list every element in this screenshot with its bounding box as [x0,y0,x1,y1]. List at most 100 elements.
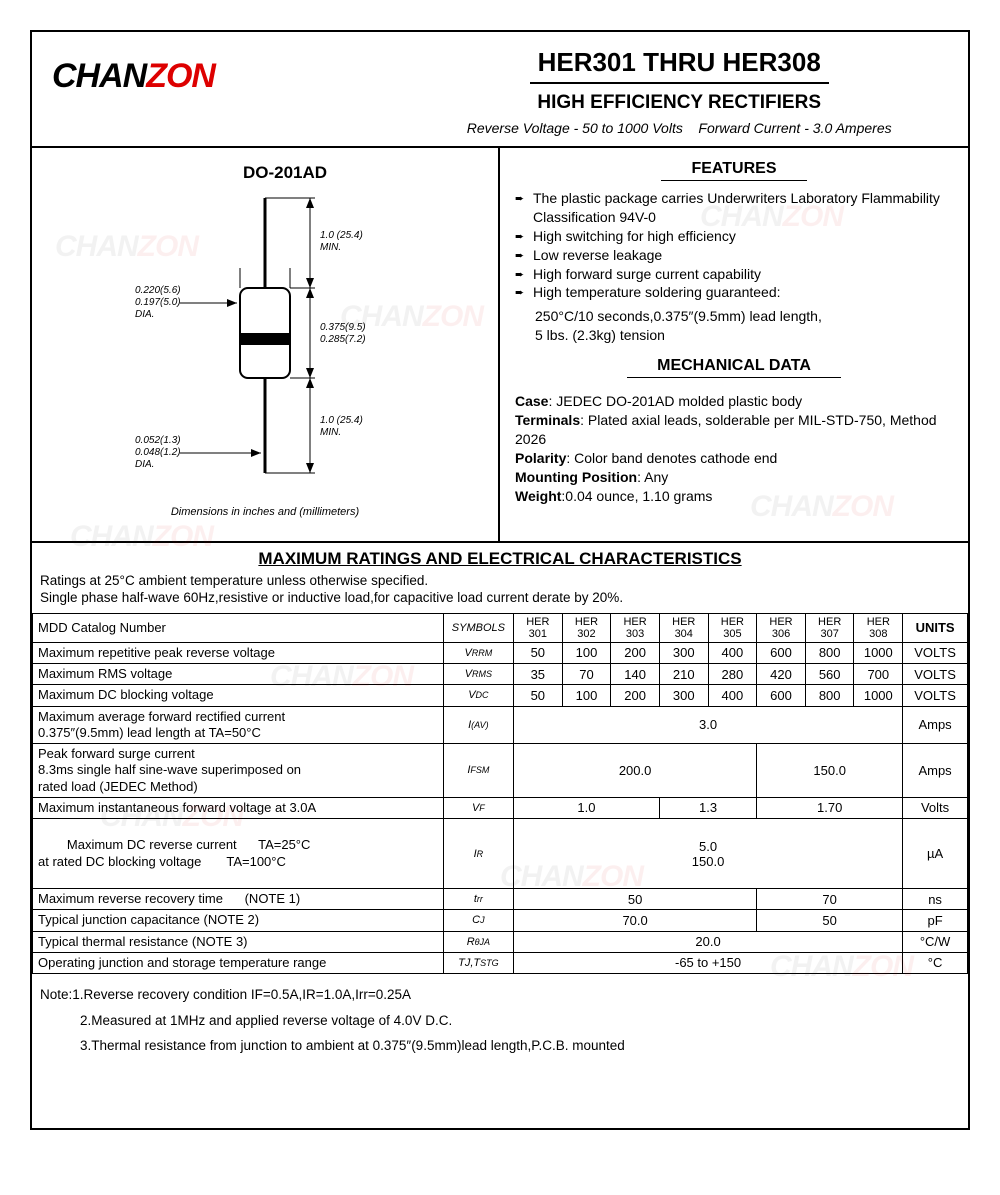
hdr-part: HER 306 [757,613,806,642]
hdr-part: HER 302 [562,613,611,642]
unit: VOLTS [903,664,968,685]
table-row: Maximum RMS voltage VRMS 35 70 140 210 2… [33,664,968,685]
feature-sub: 250°C/10 seconds,0.375″(9.5mm) lead leng… [515,307,953,345]
unit: pF [903,910,968,931]
param: Operating junction and storage temperatu… [33,952,444,973]
table-row: Maximum instantaneous forward voltage at… [33,797,968,818]
val: 100 [562,685,611,706]
val: 70.0 [514,910,757,931]
table-header-row: MDD Catalog Number SYMBOLS HER 301 HER 3… [33,613,968,642]
mech-case-lbl: Case [515,393,548,409]
feature-item: Low reverse leakage [515,246,953,265]
hdr-part: HER 303 [611,613,660,642]
val: 3.0 [514,706,903,744]
param: Maximum instantaneous forward voltage at… [33,797,444,818]
svg-text:0.197(5.0): 0.197(5.0) [135,297,181,308]
package-diagram: 1.0 (25.4) MIN. 0.375(9.5) 0.285(7.2) 1.… [47,188,483,498]
svg-text:0.048(1.2): 0.048(1.2) [135,447,181,458]
unit: µA [903,819,968,889]
ratings-condition-note: Ratings at 25°C ambient temperature unle… [32,571,968,613]
symbol: VDC [443,685,513,706]
specs-line: Reverse Voltage - 50 to 1000 Volts Forwa… [410,120,948,136]
param: Maximum DC blocking voltage [33,685,444,706]
val: 5.0150.0 [514,819,903,889]
svg-text:DIA.: DIA. [135,459,154,470]
mechanical-data: Case: JEDEC DO-201AD molded plastic body… [515,392,953,505]
note-1: Note:1.Reverse recovery condition IF=0.5… [40,982,960,1008]
param: Maximum average forward rectified curren… [33,706,444,744]
val: 210 [659,664,708,685]
val: 800 [805,642,854,663]
svg-text:DIA.: DIA. [135,309,154,320]
spec-fc: Forward Current - 3.0 Amperes [698,120,891,136]
val: 400 [708,685,757,706]
table-row: Typical thermal resistance (NOTE 3) RθJA… [33,931,968,952]
val: 50 [514,685,563,706]
mech-case: : JEDEC DO-201AD molded plastic body [548,393,802,409]
unit: Volts [903,797,968,818]
package-diagram-panel: DO-201AD 1.0 (25.4) [32,148,500,541]
val: 50 [514,642,563,663]
val: 200 [611,642,660,663]
max-ratings-heading: MAXIMUM RATINGS AND ELECTRICAL CHARACTER… [32,543,968,571]
symbol: RθJA [443,931,513,952]
val: 300 [659,685,708,706]
note-2: 2.Measured at 1MHz and applied reverse v… [40,1008,960,1034]
mech-pol-lbl: Polarity [515,450,566,466]
val: 300 [659,642,708,663]
val: 140 [611,664,660,685]
val: 50 [757,910,903,931]
table-row: Maximum average forward rectified curren… [33,706,968,744]
logo-part1: CHAN [52,57,146,95]
header: CHANZON HER301 THRU HER308 HIGH EFFICIEN… [32,32,968,148]
unit: Amps [903,744,968,798]
datasheet-page: CHANZON HER301 THRU HER308 HIGH EFFICIEN… [30,30,970,1130]
mech-mount-lbl: Mounting Position [515,469,637,485]
hdr-units: UNITS [903,613,968,642]
val: 200 [611,685,660,706]
val: 150.0 [757,744,903,798]
feature-item: High forward surge current capability [515,265,953,284]
note-3: 3.Thermal resistance from junction to am… [40,1033,960,1059]
main-title: HER301 THRU HER308 [530,47,829,84]
symbol: trr [443,889,513,910]
val: 600 [757,685,806,706]
val: 700 [854,664,903,685]
table-row: Maximum reverse recovery time (NOTE 1) t… [33,889,968,910]
feature-item: High temperature soldering guaranteed: [515,283,953,302]
logo-area: CHANZON [52,47,410,136]
svg-text:MIN.: MIN. [320,427,341,438]
unit: VOLTS [903,642,968,663]
val: 50 [514,889,757,910]
unit: Amps [903,706,968,744]
val: 280 [708,664,757,685]
val: 1000 [854,642,903,663]
param: Peak forward surge current 8.3ms single … [33,744,444,798]
hdr-part: HER 307 [805,613,854,642]
val: 420 [757,664,806,685]
spec-rv: Reverse Voltage - 50 to 1000 Volts [467,120,683,136]
svg-text:0.375(9.5): 0.375(9.5) [320,322,366,333]
val: 1.0 [514,797,660,818]
svg-text:1.0 (25.4): 1.0 (25.4) [320,415,363,426]
val: 600 [757,642,806,663]
val: 1000 [854,685,903,706]
table-row: Maximum DC blocking voltage VDC 50 100 2… [33,685,968,706]
mech-weight-lbl: Weight [515,488,561,504]
unit: ns [903,889,968,910]
val: 70 [757,889,903,910]
ratings-table: MDD Catalog Number SYMBOLS HER 301 HER 3… [32,613,968,974]
mech-pol: : Color band denotes cathode end [566,450,777,466]
val: 20.0 [514,931,903,952]
val: 1.70 [757,797,903,818]
symbol: VRRM [443,642,513,663]
svg-text:1.0 (25.4): 1.0 (25.4) [320,230,363,241]
diagram-caption: Dimensions in inches and (millimeters) [47,506,483,518]
mech-term-lbl: Terminals [515,412,580,428]
symbol: IR [443,819,513,889]
logo-part2: ZON [146,57,215,95]
title-area: HER301 THRU HER308 HIGH EFFICIENCY RECTI… [410,47,948,136]
hdr-symbols: SYMBOLS [443,613,513,642]
param: Maximum reverse recovery time (NOTE 1) [33,889,444,910]
hdr-catalog: MDD Catalog Number [33,613,444,642]
